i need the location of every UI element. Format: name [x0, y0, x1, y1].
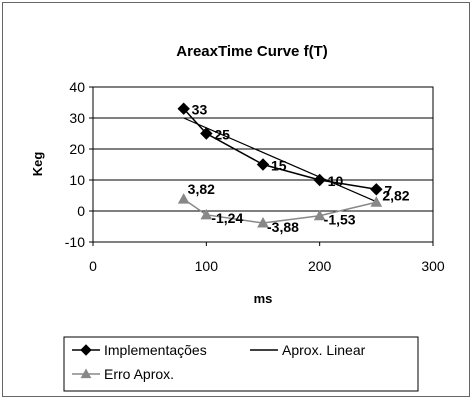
data-point [200, 208, 213, 220]
data-point [370, 183, 383, 196]
legend-label: Implementações [104, 342, 207, 358]
legend-label: Erro Aprox. [104, 366, 174, 382]
x-axis-ticks: 0 100 200 300 [89, 242, 445, 274]
legend-item: Erro Aprox. [72, 366, 174, 382]
legend-box [63, 336, 419, 392]
y-tick-label: 30 [69, 110, 85, 126]
data-label: 15 [271, 158, 287, 174]
legend-marker [80, 344, 92, 356]
data-point [313, 209, 326, 221]
data-label: 10 [328, 173, 344, 189]
data-point [370, 196, 383, 207]
x-tick-label: 0 [89, 258, 97, 274]
series-line-1 [183, 117, 377, 203]
x-tick-label: 300 [421, 258, 445, 274]
series-layer [177, 102, 383, 228]
data-label: 7 [384, 182, 392, 198]
legend-item: Aprox. Linear [250, 342, 366, 358]
data-point [177, 193, 190, 204]
data-label: 3,82 [188, 181, 215, 197]
data-labels: 33 25 15 10 7 3,82 -1,24 -3,88 -1,53 2,82 [188, 102, 410, 235]
y-tick-label: 20 [69, 141, 85, 157]
data-point [177, 102, 190, 115]
data-point [200, 127, 213, 140]
y-axis-label: Keg [30, 152, 45, 177]
x-axis-label: ms [254, 291, 273, 306]
y-tick-label: 40 [69, 79, 85, 95]
legend: Implementações Aprox. Linear Erro Aprox. [63, 336, 419, 392]
legend-marker [80, 368, 92, 379]
data-label: -1,53 [324, 212, 356, 228]
y-axis-ticks: -10 0 10 20 30 40 [65, 79, 93, 250]
gridlines [93, 117, 433, 212]
data-label: 33 [192, 102, 208, 118]
y-tick-label: 10 [69, 172, 85, 188]
data-label: 25 [214, 127, 230, 143]
data-label: -1,24 [211, 210, 243, 226]
legend-item: Implementações [72, 342, 207, 358]
data-label: -3,88 [267, 219, 299, 235]
x-tick-label: 100 [195, 258, 219, 274]
y-tick-label: -10 [65, 234, 85, 250]
data-point [257, 216, 269, 228]
data-point [256, 158, 270, 171]
chart-title: AreaxTime Curve f(T) [176, 43, 327, 60]
y-tick-label: 0 [77, 203, 85, 219]
data-label: 2,82 [382, 187, 409, 203]
x-tick-label: 200 [308, 258, 332, 274]
legend-label: Aprox. Linear [282, 342, 366, 358]
